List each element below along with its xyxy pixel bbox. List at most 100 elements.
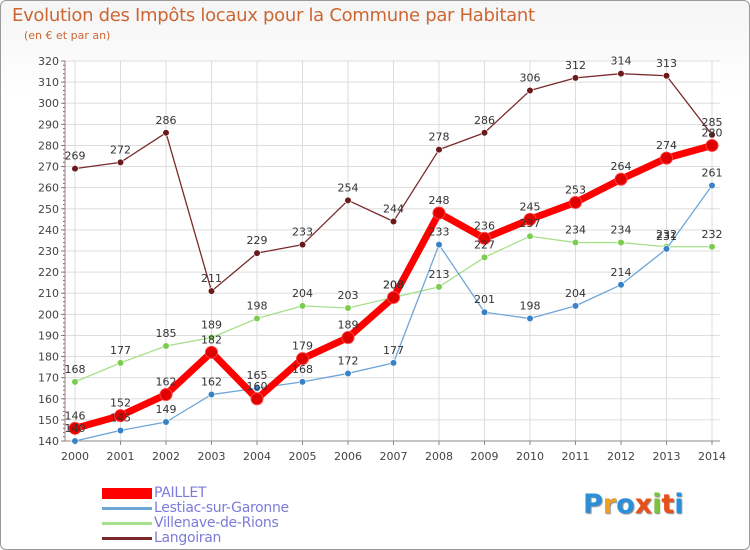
- data-label-0: 208: [383, 278, 404, 291]
- series-point-1: [708, 181, 716, 190]
- series-point-1: [298, 378, 307, 386]
- data-label-1: 140: [65, 422, 86, 435]
- data-label-0: 245: [520, 200, 541, 213]
- data-label-1: 233: [429, 226, 450, 239]
- data-label-3: 229: [247, 234, 268, 247]
- series-point-0: [114, 409, 127, 423]
- data-label-3: 306: [520, 72, 541, 85]
- x-tick-label: 2011: [562, 450, 590, 463]
- series-point-3: [617, 70, 625, 78]
- data-label-1: 204: [565, 287, 586, 300]
- legend-swatch-paillet: [102, 488, 152, 499]
- series-point-2: [298, 302, 307, 310]
- series-point-2: [480, 253, 489, 261]
- data-label-3: 278: [429, 131, 450, 144]
- series-point-0: [159, 388, 173, 402]
- series-point-3: [71, 165, 79, 173]
- logo-letter: i: [674, 489, 684, 520]
- series-point-0: [614, 172, 628, 186]
- data-label-1: 198: [520, 300, 541, 313]
- y-tick-label: 290: [38, 118, 59, 131]
- data-label-3: 254: [338, 181, 359, 194]
- series-point-0: [296, 352, 309, 366]
- data-label-1: 165: [247, 369, 268, 382]
- x-tick-label: 2013: [653, 450, 681, 463]
- legend-label-lestiac: Lestiac-sur-Garonne: [154, 500, 289, 516]
- series-point-3: [571, 74, 580, 82]
- data-label-2: 198: [247, 300, 268, 313]
- series-point-1: [389, 359, 398, 367]
- y-tick-label: 300: [38, 97, 59, 110]
- series-point-0: [341, 331, 355, 345]
- x-tick-label: 2012: [607, 450, 635, 463]
- series-point-3: [162, 129, 170, 137]
- y-tick-label: 280: [38, 139, 59, 152]
- data-label-2: 185: [156, 327, 177, 340]
- data-label-1: 201: [474, 293, 495, 306]
- y-tick-label: 230: [38, 245, 59, 258]
- legend-swatch-lestiac: [102, 507, 152, 510]
- series-point-3: [708, 131, 716, 139]
- series-point-2: [344, 304, 352, 312]
- data-label-0: 264: [611, 160, 632, 173]
- line-chart: 140 150 160 170 180 190 200 210 220 230 240 250 260 2…: [38, 55, 726, 463]
- data-label-1: 261: [702, 167, 723, 180]
- legend-label-paillet: PAILLET: [154, 485, 207, 501]
- y-tick-label: 250: [38, 203, 59, 216]
- data-label-2: 213: [429, 268, 450, 281]
- data-label-1: 168: [292, 363, 313, 376]
- series-point-3: [298, 241, 307, 249]
- x-tick-label: 2014: [698, 450, 726, 463]
- series-point-3: [344, 196, 352, 204]
- x-tick-label: 2003: [198, 450, 226, 463]
- data-label-2: 208: [383, 278, 404, 291]
- series-point-2: [617, 238, 625, 247]
- data-label-1: 177: [383, 344, 404, 357]
- data-label-0: 179: [292, 340, 313, 353]
- series-point-2: [116, 359, 125, 367]
- data-label-0: 253: [565, 183, 586, 196]
- data-label-2: 168: [65, 363, 86, 376]
- series-point-1: [526, 314, 534, 323]
- x-tick-label: 2002: [152, 450, 180, 463]
- y-tick-label: 270: [38, 161, 59, 174]
- series-point-3: [526, 86, 534, 95]
- data-label-0: 182: [201, 333, 222, 346]
- series-point-2: [207, 333, 216, 342]
- data-label-3: 285: [702, 116, 723, 129]
- series-point-1: [571, 302, 580, 310]
- series-point-3: [662, 72, 671, 80]
- data-label-1: 145: [110, 411, 131, 424]
- y-tick-label: 310: [38, 76, 59, 89]
- y-tick-label: 220: [38, 266, 59, 279]
- data-label-2: 232: [702, 228, 723, 241]
- data-label-0: 146: [65, 409, 86, 422]
- data-label-3: 286: [156, 114, 177, 127]
- series-point-0: [205, 345, 218, 359]
- series-point-3: [480, 129, 489, 137]
- logo-letter: P: [583, 489, 603, 520]
- series-point-2: [253, 314, 261, 323]
- series-point-2: [435, 283, 443, 291]
- logo-letter: t: [661, 489, 675, 520]
- data-label-1: 149: [156, 403, 177, 416]
- x-tick-label: 2010: [516, 450, 544, 463]
- legend-label-langoiran: Langoiran: [154, 530, 222, 546]
- data-label-0: 248: [429, 194, 450, 207]
- y-tick-label: 150: [38, 414, 59, 427]
- x-tick-label: 2009: [471, 450, 499, 463]
- y-tick-label: 190: [38, 329, 59, 342]
- legend-swatch-villenave: [102, 522, 152, 525]
- series-point-1: [116, 426, 125, 435]
- y-tick-label: 170: [38, 372, 59, 385]
- data-label-3: 269: [65, 150, 86, 163]
- series-point-3: [116, 158, 125, 166]
- logo-letter: i: [652, 489, 662, 520]
- series-point-0: [432, 206, 446, 220]
- data-label-0: 152: [110, 397, 131, 410]
- series-point-1: [253, 384, 261, 392]
- series-point-3: [253, 249, 261, 257]
- data-label-0: 236: [474, 219, 495, 232]
- data-label-0: 160: [247, 380, 268, 393]
- data-label-3: 314: [611, 55, 632, 68]
